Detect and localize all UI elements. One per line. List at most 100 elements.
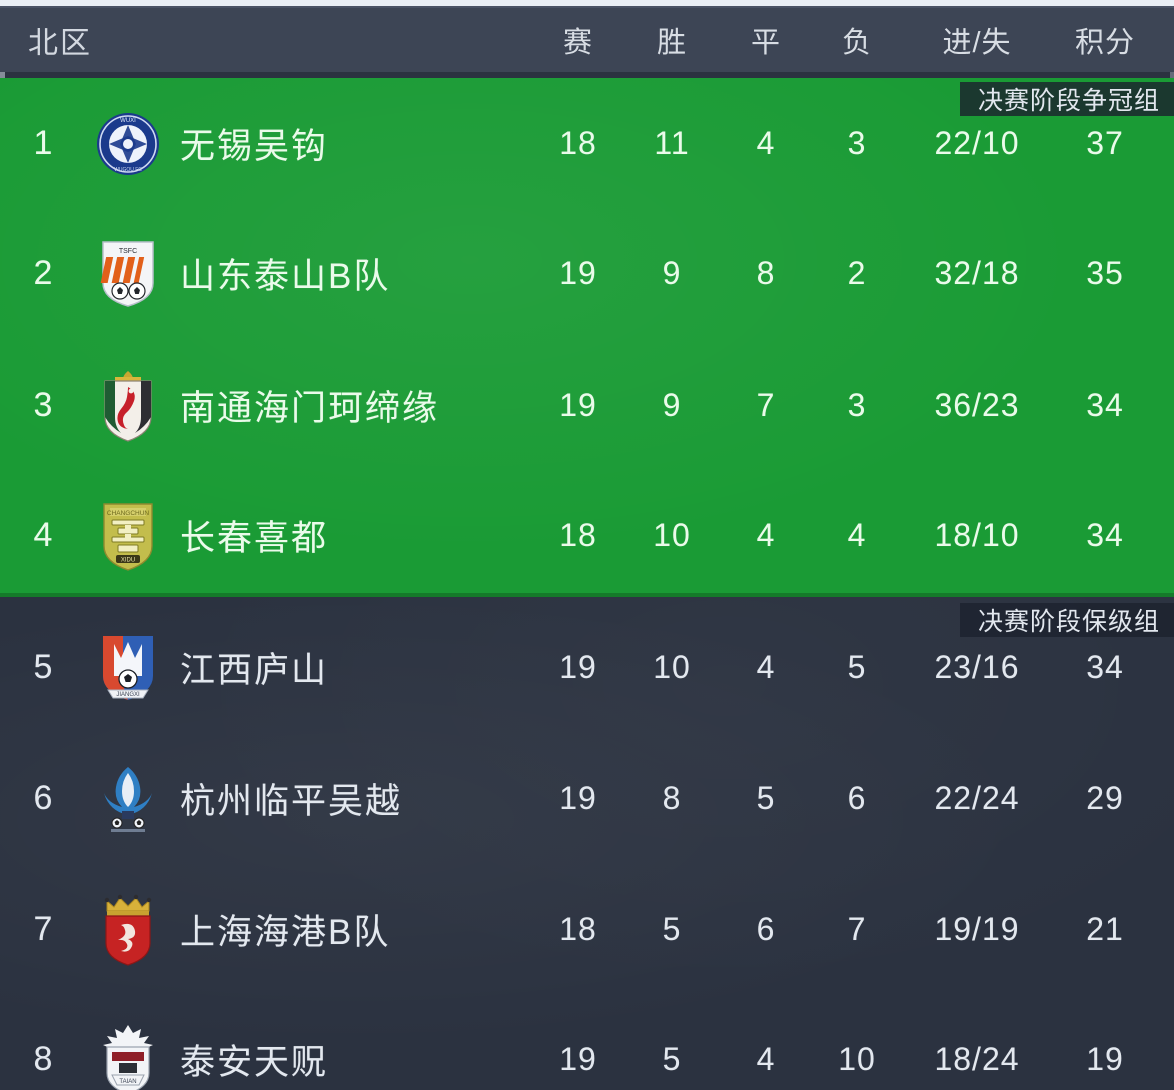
table-row[interactable]: 3 南通海门珂缔缘 19 9 7 3 36/23 34 [0,340,1174,471]
lost-cell: 6 [847,780,867,816]
relegation-group-band [0,597,1174,1090]
won-cell: 8 [662,780,682,816]
won-cell: 10 [653,517,691,553]
svg-text:WUXI: WUXI [120,118,136,124]
top-edge-strip [0,0,1174,6]
played-cell: 19 [559,387,597,423]
played-cell: 18 [559,125,597,161]
team-name-cell[interactable]: 无锡吴钩 [180,127,329,166]
goals-cell: 22/24 [934,780,1020,816]
team-name-cell[interactable]: 泰安天贶 [180,1043,329,1082]
table-row[interactable]: 2 TSFC 山东泰山B队 19 9 8 2 32/18 35 [0,208,1174,339]
column-header-points: 积分 [1074,27,1136,59]
drawn-cell: 6 [756,911,776,947]
championship-group-tag: 决赛阶段争冠组 [959,82,1174,116]
rank-cell: 6 [33,779,53,817]
team-name-cell[interactable]: 山东泰山B队 [180,257,391,296]
nantong-haimen-crest [92,367,164,445]
svg-text:CHANGCHUN: CHANGCHUN [107,510,150,517]
shandong-taishan-b-crest: TSFC [92,235,164,313]
svg-text:TAIAN: TAIAN [119,1079,136,1085]
points-cell: 21 [1086,911,1124,947]
shanghai-port-b-crest [92,891,164,969]
lost-cell: 2 [847,255,867,291]
table-row[interactable]: 4 CHANGCHUN XIDU 长春喜都 18 10 4 4 18/10 34 [0,470,1174,601]
team-name-cell[interactable]: 上海海港B队 [180,913,391,952]
drawn-cell: 7 [756,387,776,423]
drawn-cell: 4 [756,517,776,553]
team-name-cell[interactable]: 南通海门珂缔缘 [180,389,440,428]
rank-cell: 2 [33,254,53,292]
points-cell: 37 [1086,125,1124,161]
column-header-lost: 负 [841,27,873,59]
lost-cell: 7 [847,911,867,947]
played-cell: 18 [559,517,597,553]
drawn-cell: 4 [756,1041,776,1077]
goals-cell: 32/18 [934,255,1020,291]
played-cell: 19 [559,1041,597,1077]
svg-text:XIDU: XIDU [121,557,135,563]
table-header: 北区 赛 胜 平 负 进/失 积分 [0,6,1174,72]
lost-cell: 3 [847,125,867,161]
drawn-cell: 5 [756,780,776,816]
goals-cell: 18/10 [934,517,1020,553]
zone-label: 北区 [28,27,92,60]
svg-text:TSFC: TSFC [119,248,137,255]
wuxi-wugou-crest: WUXI WUGOU FC [92,105,164,183]
points-cell: 34 [1086,517,1124,553]
points-cell: 34 [1086,649,1124,685]
won-cell: 5 [662,1041,682,1077]
column-header-won: 胜 [656,27,688,59]
goals-cell: 36/23 [934,387,1020,423]
drawn-cell: 8 [756,255,776,291]
goals-cell: 22/10 [934,125,1020,161]
played-cell: 19 [559,780,597,816]
drawn-cell: 4 [756,125,776,161]
points-cell: 29 [1086,780,1124,816]
svg-text:JIANGXI: JIANGXI [116,692,140,698]
relegation-group-tag: 决赛阶段保级组 [959,603,1174,637]
lost-cell: 5 [847,649,867,685]
rank-cell: 1 [33,124,53,162]
won-cell: 11 [654,125,690,161]
rank-cell: 5 [33,648,53,686]
table-row[interactable]: 7 上海海港B队 18 5 6 7 19/19 21 [0,864,1174,995]
hangzhou-linping-crest [92,760,164,838]
championship-group-band [0,78,1174,597]
taian-tiankuang-crest: TAIAN [92,1021,164,1090]
points-cell: 34 [1086,387,1124,423]
drawn-cell: 4 [756,649,776,685]
team-name-cell[interactable]: 长春喜都 [180,519,329,558]
lost-cell: 10 [838,1041,876,1077]
team-name-cell[interactable]: 杭州临平吴越 [180,782,403,821]
points-cell: 19 [1086,1041,1124,1077]
played-cell: 19 [559,255,597,291]
rank-cell: 7 [33,910,53,948]
points-cell: 35 [1086,255,1124,291]
rank-cell: 3 [33,386,53,424]
table-row[interactable]: 1 WUXI WUGOU FC 无锡吴钩 18 11 4 3 22/10 37 [0,78,1174,209]
won-cell: 9 [662,255,682,291]
played-cell: 19 [559,649,597,685]
won-cell: 5 [662,911,682,947]
svg-text:WUGOU FC: WUGOU FC [114,167,142,173]
column-header-drawn: 平 [750,27,782,59]
played-cell: 18 [559,911,597,947]
won-cell: 9 [662,387,682,423]
table-row[interactable]: 6 杭州临平吴越 19 8 5 6 22/24 29 [0,733,1174,864]
column-header-goals: 进/失 [942,27,1012,59]
goals-cell: 23/16 [934,649,1020,685]
table-row[interactable]: 5 JIANGXI 江西庐山 19 10 4 5 23/16 34 [0,602,1174,733]
won-cell: 10 [653,649,691,685]
table-row[interactable]: 8 TAIAN 泰安天贶 19 5 4 10 18/24 19 [0,994,1174,1090]
changchun-xidu-crest: CHANGCHUN XIDU [92,497,164,575]
lost-cell: 3 [847,387,867,423]
rank-cell: 8 [33,1040,53,1078]
goals-cell: 18/24 [934,1041,1020,1077]
lost-cell: 4 [847,517,867,553]
jiangxi-lushan-crest: JIANGXI [92,629,164,707]
rank-cell: 4 [33,516,53,554]
column-header-played: 赛 [562,27,594,59]
team-name-cell[interactable]: 江西庐山 [180,651,329,690]
